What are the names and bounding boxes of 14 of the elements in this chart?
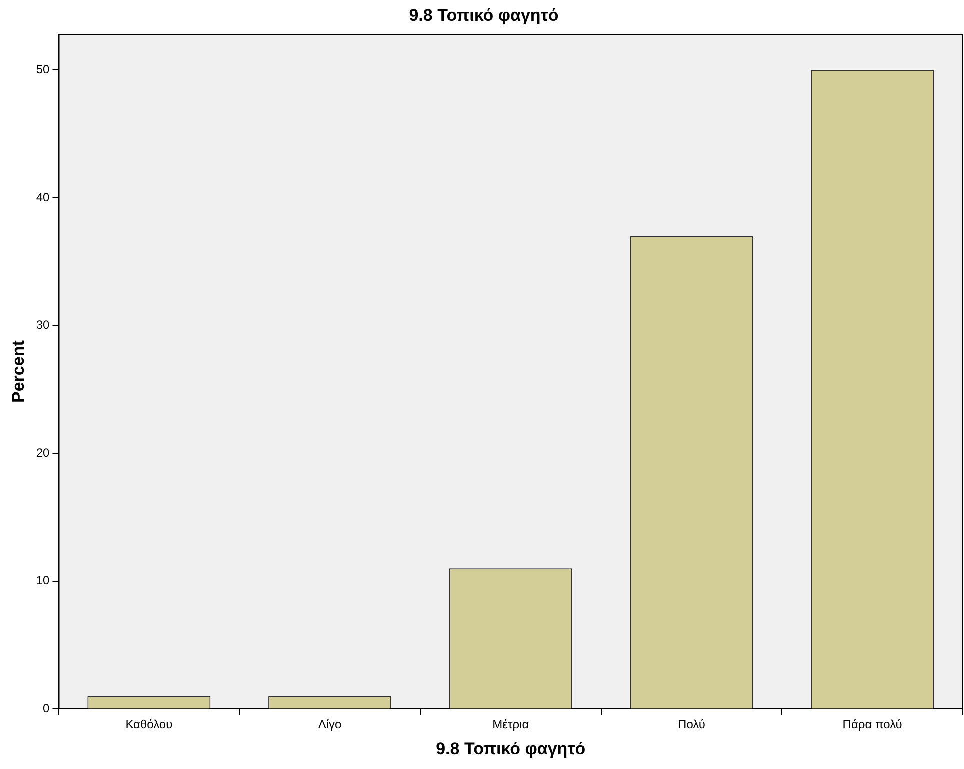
y-axis-title: Percent	[8, 340, 28, 403]
chart-title: 9.8 Τοπικό φαγητό	[409, 6, 559, 25]
y-tick-label: 0	[43, 702, 50, 716]
y-tick-label: 10	[36, 574, 50, 588]
x-tick-label: Πολύ	[678, 718, 706, 732]
y-tick-label: 20	[36, 446, 50, 460]
x-tick-label: Μέτρια	[492, 718, 530, 732]
y-tick-label: 30	[36, 318, 50, 332]
x-axis-title: 9.8 Τοπικό φαγητό	[436, 739, 586, 758]
x-tick-label: Καθόλου	[126, 718, 173, 732]
y-tick-label: 40	[36, 190, 50, 204]
y-tick-label: 50	[36, 62, 50, 76]
x-tick-label: Πάρα πολύ	[842, 718, 902, 732]
x-tick-label: Λίγο	[318, 718, 342, 732]
